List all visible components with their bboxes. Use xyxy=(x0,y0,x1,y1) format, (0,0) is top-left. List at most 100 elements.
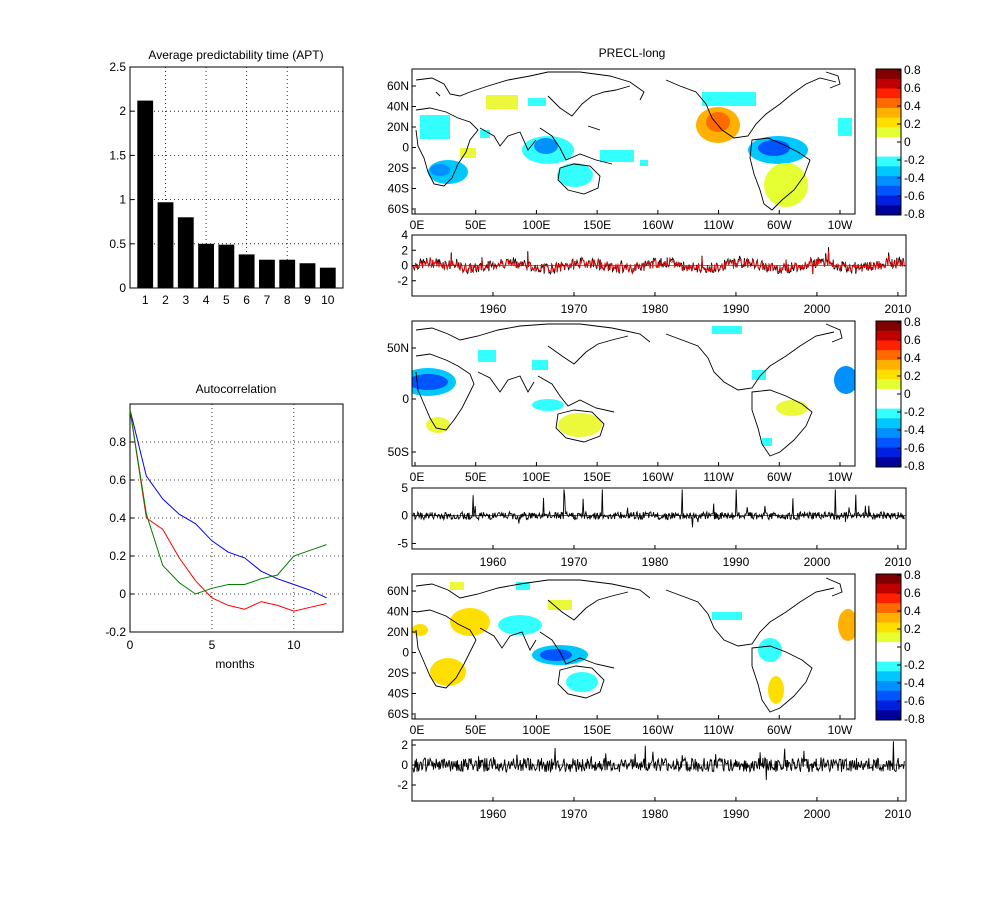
autocorr-y-tick-label: 0.8 xyxy=(109,435,126,449)
map-lat-tick-label: 40N xyxy=(387,605,409,619)
apt-y-tick-label: 1 xyxy=(119,193,126,207)
map-lon-tick-label: 100E xyxy=(522,218,550,232)
map-lat-tick-label: 60S xyxy=(388,707,409,721)
colorbar-segment xyxy=(876,583,901,594)
colorbar-segment xyxy=(876,418,901,429)
map-lon-tick-label: 10W xyxy=(828,723,853,737)
apt-y-ticks: 0 0.5 1 1.5 2 2.5 xyxy=(109,60,134,295)
autocorr-gridlines xyxy=(130,404,343,632)
colorbar-segment xyxy=(876,408,901,419)
colorbar-segment xyxy=(876,78,901,89)
colorbar-segment xyxy=(876,176,901,187)
colorbar-segment xyxy=(876,369,901,380)
colorbar-segment xyxy=(876,642,901,653)
map-2-anomaly-patches xyxy=(412,326,855,446)
colorbar-tick-label: -0.8 xyxy=(904,207,925,221)
colorbar-segment xyxy=(876,195,901,206)
ts-series-line xyxy=(412,247,905,275)
autocorr-series-line xyxy=(129,409,327,612)
apt-y-tick-label: 2 xyxy=(119,104,126,118)
map-lat-tick-label: 40S xyxy=(388,687,409,701)
map-2-frame xyxy=(411,320,856,467)
apt-x-tick-label: 8 xyxy=(284,293,291,307)
colorbar-segment xyxy=(876,137,901,148)
map-1-anomaly-patches xyxy=(420,92,852,207)
colorbar-segment xyxy=(876,321,901,332)
apt-y-tick-label: 0.5 xyxy=(109,237,126,251)
apt-bar xyxy=(198,243,214,288)
map-lat-tick-label: 60N xyxy=(387,584,409,598)
map-lat-tick-label: 20N xyxy=(387,625,409,639)
colorbar-tick-label: -0.8 xyxy=(904,712,925,726)
colorbar-segment xyxy=(876,447,901,458)
colorbar-segment xyxy=(876,146,901,158)
map-3-anomaly-patches xyxy=(412,582,855,704)
apt-x-tick-label: 1 xyxy=(142,293,149,307)
map-lat-tick-label: 0 xyxy=(402,392,409,406)
map-lat-tick-label: 20S xyxy=(388,161,409,175)
colorbar-2: 0.8 0.6 0.4 0.2 0 -0.2 -0.4 -0.6 -0.8 xyxy=(875,315,925,473)
colorbar-tick-label: 0.2 xyxy=(904,117,921,131)
autocorr-title: Autocorrelation xyxy=(196,382,277,396)
apt-bar xyxy=(137,100,154,288)
ts-year-label: 2010 xyxy=(885,807,912,821)
ts-year-label: 1980 xyxy=(642,807,669,821)
colorbar-segment xyxy=(876,88,901,99)
colorbar-segment xyxy=(876,205,901,216)
map-lon-tick-label: 100E xyxy=(522,723,550,737)
colorbar-segment xyxy=(876,340,901,351)
colorbar-tick-label: -0.4 xyxy=(904,171,925,185)
colorbar-3: 0.8 0.6 0.4 0.2 0 -0.2 -0.4 -0.6 -0.8 xyxy=(875,568,925,726)
apt-axes-box xyxy=(129,66,344,289)
autocorr-y-tick-label: 0 xyxy=(119,587,126,601)
ts-year-label: 1990 xyxy=(723,302,750,316)
colorbar-tick-label: 0.8 xyxy=(904,315,921,329)
colorbar-tick-label: -0.6 xyxy=(904,694,925,708)
colorbar-segment xyxy=(876,690,901,702)
autocorr-x-tick-label: 0 xyxy=(127,638,134,652)
map-1-lon-ticks: 0E 50E 100E 150E 160W 110W 60W 10W xyxy=(410,210,853,232)
ts-y-tick-label: 4 xyxy=(401,228,408,242)
colorbar-segment xyxy=(876,166,901,177)
colorbar-segment xyxy=(876,330,901,341)
eof-map-3: 60N 40N 20N 0 20S 40S 60S 0E 50E 100E 150E 160W 110… xyxy=(387,573,856,737)
ts-y-tick-label: -5 xyxy=(397,536,408,550)
pc-timeseries-2: 5 0 -5 1960 1970 1980 1990 2000 2010 xyxy=(397,481,911,569)
colorbar-tick-label: -0.6 xyxy=(904,189,925,203)
map-lat-tick-label: 40S xyxy=(388,182,409,196)
colorbar-tick-label: -0.2 xyxy=(904,405,925,419)
colorbar-1: 0.8 0.6 0.4 0.2 0 -0.2 -0.4 -0.6 -0.8 xyxy=(875,63,925,221)
autocorr-series-line xyxy=(129,409,327,599)
colorbar-segment xyxy=(876,69,901,80)
ts-year-label: 2000 xyxy=(804,302,831,316)
colorbar-tick-label: 0.4 xyxy=(904,351,921,365)
colorbar-segment xyxy=(876,117,901,128)
map-lon-tick-label: 150E xyxy=(583,470,611,484)
map-lon-tick-label: 0E xyxy=(410,218,425,232)
map-lon-tick-label: 60W xyxy=(767,723,792,737)
map-lon-tick-label: 150E xyxy=(583,723,611,737)
map-lon-tick-label: 150E xyxy=(583,218,611,232)
colorbar-segment xyxy=(876,350,901,361)
ts-year-label: 1970 xyxy=(561,807,588,821)
apt-bar xyxy=(157,202,174,288)
map-lat-tick-label: 50S xyxy=(388,445,409,459)
map-lon-tick-label: 160W xyxy=(642,218,674,232)
colorbar-tick-label: 0.2 xyxy=(904,622,921,636)
colorbar-segment xyxy=(876,185,901,197)
colorbar-segment xyxy=(876,359,901,371)
map-3-frame xyxy=(411,573,856,720)
autocorr-x-tick-label: 10 xyxy=(287,638,301,652)
apt-x-tick-label: 10 xyxy=(321,293,335,307)
map-lon-tick-label: 160W xyxy=(642,470,674,484)
ts-y-tick-label: 0 xyxy=(401,509,408,523)
map-3-lat-ticks: 60N 40N 20N 0 20S 40S 60S xyxy=(387,584,416,721)
autocorr-y-tick-label: 0.4 xyxy=(109,511,126,525)
apt-bar xyxy=(218,244,235,288)
map-lon-tick-label: 10W xyxy=(828,470,853,484)
ts-y-tick-label: 0 xyxy=(401,259,408,273)
colorbar-tick-label: 0.4 xyxy=(904,604,921,618)
colorbar-segment xyxy=(876,379,901,390)
colorbar-tick-label: 0.6 xyxy=(904,81,921,95)
